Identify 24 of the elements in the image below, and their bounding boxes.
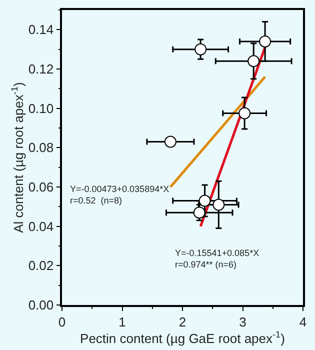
x-tick-label: 3 <box>239 314 246 330</box>
annotation: Y=-0.00473+0.035894*X r=0.52 (n=8) <box>70 184 170 206</box>
x-tick-label: 4 <box>299 314 307 330</box>
x-tick-label: 0 <box>58 314 66 330</box>
x-tick-label: 1 <box>118 314 126 330</box>
y-tick-label: 0.12 <box>28 62 54 77</box>
y-tick-label: 0.02 <box>28 258 54 274</box>
y-tick-label: 0.08 <box>28 140 54 156</box>
annotation: Y=-0.15541+0.085*X r=0.974** (n=6) <box>175 248 260 270</box>
y-tick-label: 0.10 <box>28 100 54 116</box>
point <box>238 107 251 120</box>
point <box>164 136 176 148</box>
point <box>212 198 225 211</box>
x-tick-label: 2 <box>178 314 186 330</box>
y-tick-label: 0.14 <box>28 22 54 38</box>
y-tick-label: 0.06 <box>28 180 54 195</box>
y-tick-label: 0.04 <box>28 218 54 234</box>
x-axis-title: Pectin content (µg GaE root apex$^{-1}$) <box>80 329 285 346</box>
point <box>259 35 272 48</box>
point <box>194 43 207 56</box>
point <box>248 55 260 68</box>
y-tick-label: 0.00 <box>28 298 54 313</box>
point <box>193 206 206 219</box>
point <box>198 194 211 207</box>
